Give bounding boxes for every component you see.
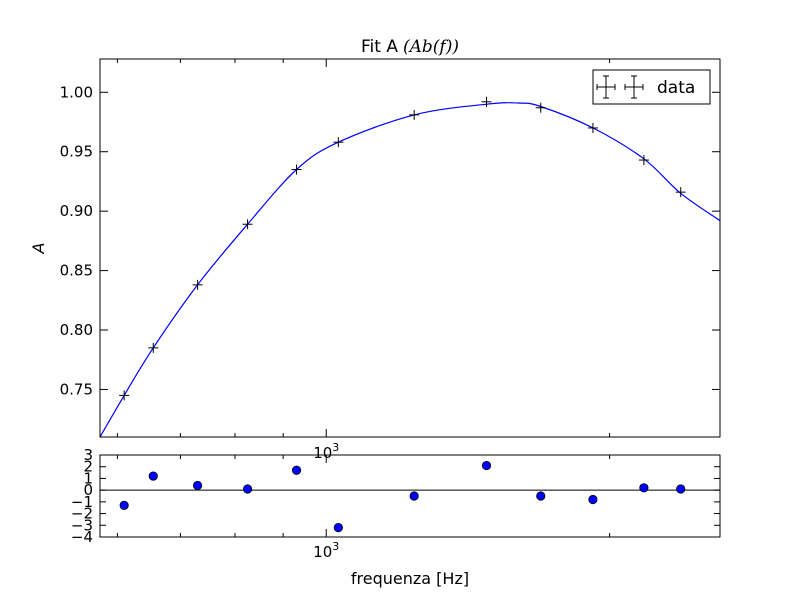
top-ticks: 103 0.75 0.80 0.85 0.90 0.95 1.00 xyxy=(60,59,720,462)
bottom-marks xyxy=(100,460,720,533)
bottom-y-tick-label: −4 xyxy=(71,528,93,546)
top-y-tick-label: 0.80 xyxy=(60,321,93,339)
data-point xyxy=(119,390,130,401)
y-axis-label: A xyxy=(29,243,48,255)
legend-marker xyxy=(596,75,644,99)
data-point xyxy=(148,342,159,353)
x-axis-label: frequenza [Hz] xyxy=(351,569,469,588)
data-point xyxy=(333,137,344,148)
data-point xyxy=(675,187,686,198)
residual-point xyxy=(119,500,129,510)
top-x-tick-label: 103 xyxy=(313,441,339,462)
data-point xyxy=(409,109,420,120)
bottom-y-tick-label: −3 xyxy=(71,516,93,534)
residual-point xyxy=(639,483,649,493)
legend-label: data xyxy=(657,78,695,98)
fit-curve xyxy=(99,102,721,438)
residual-point xyxy=(409,491,419,501)
bottom-y-tick-label: −1 xyxy=(71,493,93,511)
bottom-axes-frame xyxy=(99,454,721,538)
top-y-tick-label: 0.85 xyxy=(60,262,93,280)
legend: data xyxy=(592,69,711,105)
chart-title-text: Fit A xyxy=(361,37,398,57)
top-marks xyxy=(99,96,721,438)
residual-point xyxy=(291,465,302,475)
top-y-tick-label: 1.00 xyxy=(60,83,93,101)
data-point xyxy=(192,279,203,290)
top-y-tick-label: 0.75 xyxy=(60,380,93,398)
residual-point xyxy=(676,484,686,494)
data-point xyxy=(291,164,302,175)
residual-point xyxy=(588,494,598,505)
data-point xyxy=(587,122,598,133)
top-axes-frame xyxy=(99,58,721,438)
main-plot-panel: Fit A (Ab(f)) A 103 0.75 0.80 0.85 0.90 0.95 1.… xyxy=(29,37,721,462)
bottom-y-tick-label: 0 xyxy=(83,481,93,499)
data-point xyxy=(242,219,253,230)
top-y-tick-label: 0.90 xyxy=(60,202,93,220)
bottom-y-tick-label: 3 xyxy=(83,446,93,464)
residual-point xyxy=(242,484,253,494)
chart-title: Fit A (Ab(f)) xyxy=(361,37,459,57)
residual-point xyxy=(148,471,158,481)
top-y-tick-label: 0.95 xyxy=(60,143,93,161)
residual-point xyxy=(333,523,343,533)
residual-point xyxy=(192,480,203,491)
residual-point xyxy=(536,491,546,501)
bottom-y-tick-label: 1 xyxy=(83,469,93,487)
data-point xyxy=(535,102,546,113)
bottom-y-tick-label: 2 xyxy=(83,458,93,476)
data-point xyxy=(481,96,492,107)
chart-title-math: (Ab(f)) xyxy=(403,37,459,57)
bottom-y-tick-label: −2 xyxy=(71,505,93,523)
bottom-x-tick-label: 103 xyxy=(313,540,339,561)
residual-point xyxy=(481,460,492,471)
data-point xyxy=(638,155,649,166)
